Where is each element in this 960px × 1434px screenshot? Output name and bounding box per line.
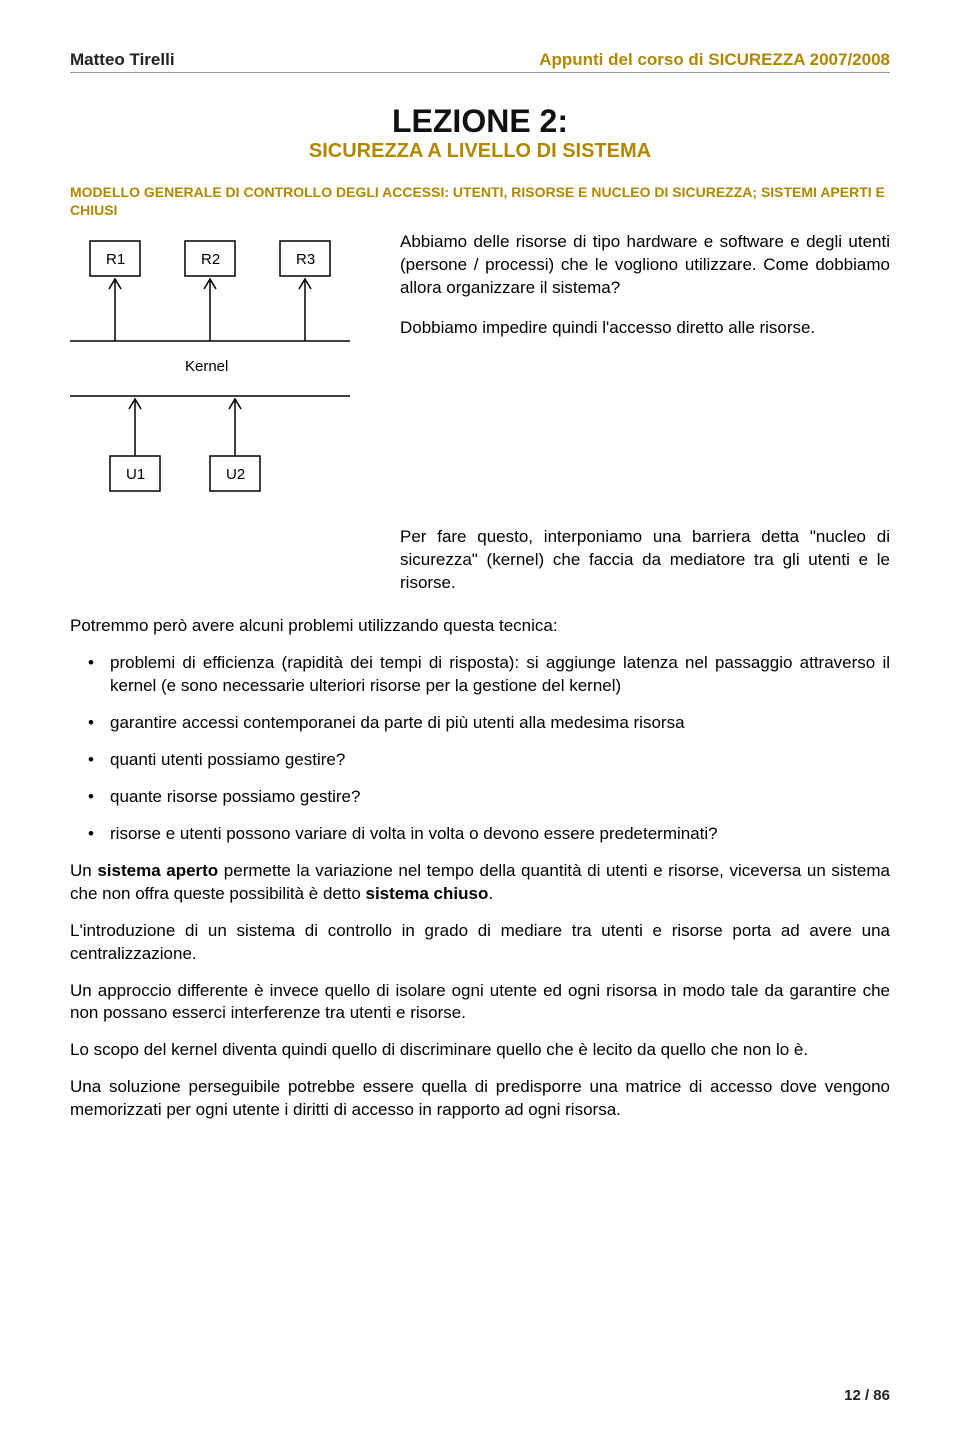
- kernel-scope-paragraph: Lo scopo del kernel diventa quindi quell…: [70, 1039, 890, 1062]
- intro-p1: Abbiamo delle risorse di tipo hardware e…: [400, 231, 890, 300]
- page-header: Matteo Tirelli Appunti del corso di SICU…: [70, 50, 890, 73]
- open-closed-paragraph: Un sistema aperto permette la variazione…: [70, 860, 890, 906]
- page-number: 12 / 86: [844, 1387, 890, 1404]
- p1-post: .: [488, 884, 493, 903]
- arrow-r2: [204, 279, 216, 341]
- diag-r3-label: R3: [296, 251, 315, 268]
- list-item: risorse e utenti possono variare di volt…: [70, 823, 890, 846]
- arrow-r1: [109, 279, 121, 341]
- problems-intro: Potremmo però avere alcuni problemi util…: [70, 615, 890, 638]
- arrow-u1: [129, 399, 141, 456]
- header-course: Appunti del corso di SICUREZZA 2007/2008: [539, 50, 890, 70]
- diag-u2-label: U2: [226, 466, 245, 483]
- problems-list: problemi di efficienza (rapidità dei tem…: [70, 652, 890, 846]
- list-item: quanti utenti possiamo gestire?: [70, 749, 890, 772]
- lesson-number: LEZIONE 2:: [70, 103, 890, 140]
- list-item: garantire accessi contemporanei da parte…: [70, 712, 890, 735]
- p1-b1: sistema aperto: [97, 861, 218, 880]
- centralization-paragraph: L'introduzione di un sistema di controll…: [70, 920, 890, 966]
- list-item: quante risorse possiamo gestire?: [70, 786, 890, 809]
- diag-r2-label: R2: [201, 251, 220, 268]
- kernel-diagram: R1 R2 R3: [70, 231, 370, 516]
- page: Matteo Tirelli Appunti del corso di SICU…: [0, 0, 960, 1434]
- diag-kernel-label: Kernel: [185, 358, 228, 375]
- barrier-text: Per fare questo, interponiamo una barrie…: [400, 526, 890, 595]
- list-item: problemi di efficienza (rapidità dei tem…: [70, 652, 890, 698]
- p1-pre: Un: [70, 861, 97, 880]
- diag-u1-label: U1: [126, 466, 145, 483]
- access-matrix-paragraph: Una soluzione perseguibile potrebbe esse…: [70, 1076, 890, 1122]
- mid-row: Per fare questo, interponiamo una barrie…: [70, 526, 890, 595]
- mid-spacer: [70, 526, 370, 595]
- lesson-title-block: LEZIONE 2: SICUREZZA A LIVELLO DI SISTEM…: [70, 103, 890, 163]
- arrow-u2: [229, 399, 241, 456]
- diagram-and-intro: R1 R2 R3: [70, 231, 890, 516]
- intro-p2: Dobbiamo impedire quindi l'accesso diret…: [400, 317, 890, 340]
- isolation-paragraph: Un approccio differente è invece quello …: [70, 980, 890, 1026]
- lesson-subtitle: SICUREZZA A LIVELLO DI SISTEMA: [70, 140, 890, 163]
- intro-text: Abbiamo delle risorse di tipo hardware e…: [400, 231, 890, 516]
- section-heading: MODELLO GENERALE DI CONTROLLO DEGLI ACCE…: [70, 183, 890, 219]
- diag-r1-label: R1: [106, 251, 125, 268]
- p1-b2: sistema chiuso: [366, 884, 489, 903]
- header-author: Matteo Tirelli: [70, 50, 175, 70]
- arrow-r3: [299, 279, 311, 341]
